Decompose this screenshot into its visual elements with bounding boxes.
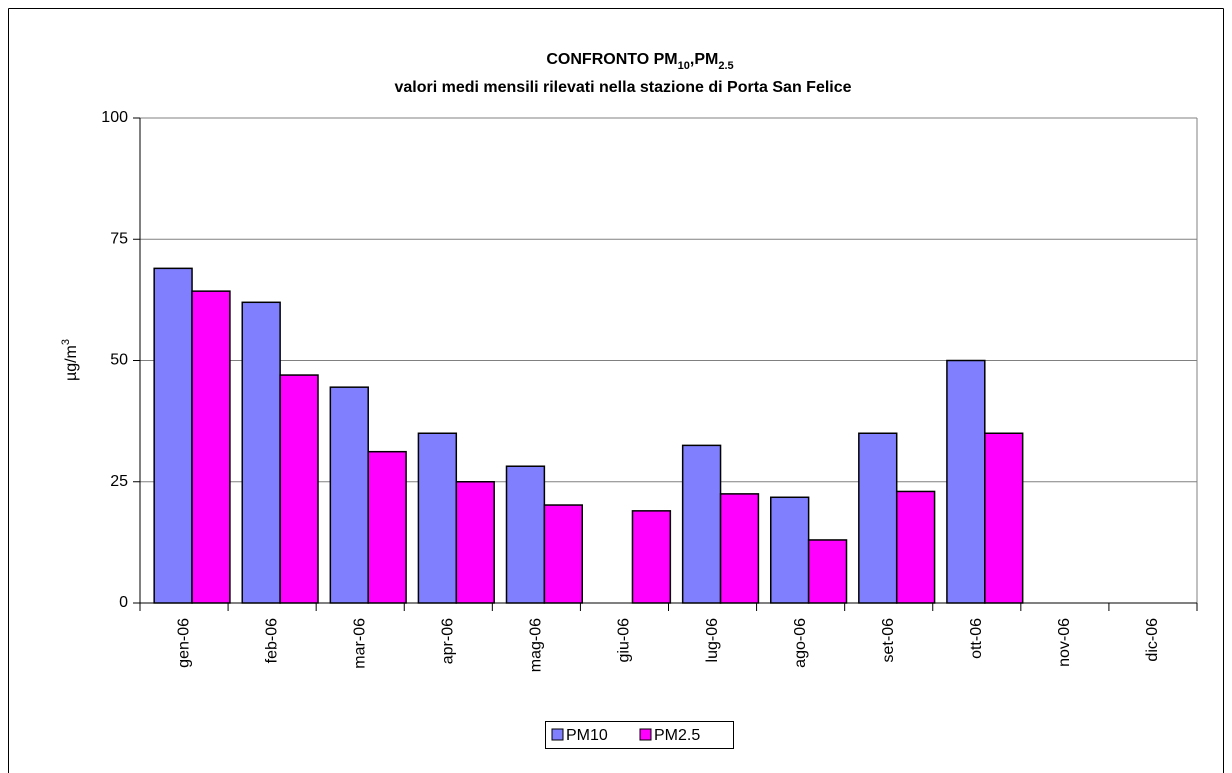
x-tick-label: feb-06 (263, 618, 280, 663)
ylabel-part: µg/m (63, 345, 80, 381)
x-tick-label: ott-06 (968, 618, 985, 659)
title-part: CONFRONTO PM (546, 51, 677, 68)
legend-label: PM2.5 (654, 727, 700, 744)
y-tick-label: 100 (101, 109, 128, 126)
x-tick-label: mar-06 (351, 618, 368, 669)
bar (241, 301, 281, 604)
bar (279, 374, 319, 604)
bar (946, 359, 986, 604)
bar (153, 267, 193, 604)
bar (681, 444, 722, 604)
y-tick-label: 25 (110, 473, 128, 490)
x-tick-label: mag-06 (528, 618, 545, 672)
chart-subtitle: valori medi mensili rilevati nella stazi… (394, 79, 851, 96)
legend-swatch (639, 728, 652, 741)
y-axis-label: µg/m3 (60, 339, 80, 381)
title-part: 10 (678, 60, 690, 72)
chart-title: CONFRONTO PM10,PM2.5 (546, 51, 733, 72)
x-tick-label: apr-06 (440, 618, 457, 664)
bar (191, 290, 231, 604)
x-tick-label: gen-06 (175, 618, 192, 668)
x-tick-label: ago-06 (792, 618, 809, 668)
legend-label: PM10 (566, 727, 608, 744)
y-tick-label: 0 (119, 594, 128, 611)
bar (895, 490, 936, 604)
x-tick-label: lug-06 (704, 618, 721, 663)
bar (631, 510, 672, 604)
x-tick-label: giu-06 (616, 618, 633, 663)
bar (769, 496, 810, 604)
y-tick-label: 50 (110, 352, 128, 369)
bar (543, 504, 584, 604)
bar (858, 432, 898, 604)
bar (367, 450, 407, 604)
ylabel-part: 3 (60, 339, 72, 345)
x-tick-label: set-06 (880, 618, 897, 663)
bar (417, 432, 458, 604)
bar (984, 432, 1024, 604)
bar (455, 481, 495, 604)
y-tick-label: 75 (110, 230, 128, 247)
bar (505, 465, 546, 604)
bar (807, 539, 848, 604)
x-tick-label: dic-06 (1144, 618, 1161, 662)
bar (329, 386, 369, 604)
legend-swatch (551, 728, 564, 741)
x-tick-label: nov-06 (1056, 618, 1073, 667)
title-part: 2.5 (718, 60, 733, 72)
bar (719, 493, 760, 604)
title-part: ,PM (690, 51, 718, 68)
